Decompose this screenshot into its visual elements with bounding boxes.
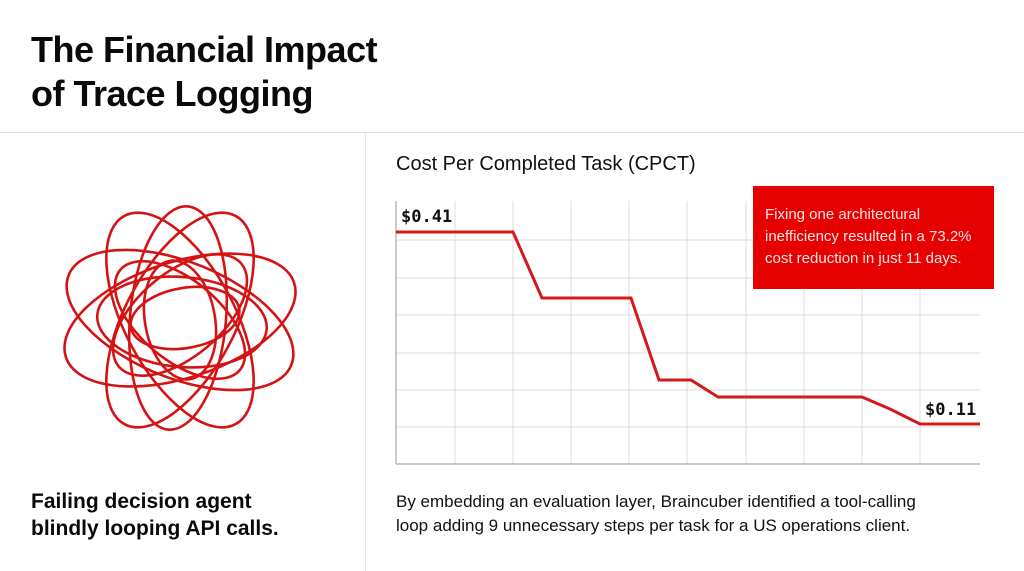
chart-title: Cost Per Completed Task (CPCT): [396, 153, 696, 175]
start-value-label: $0.41: [401, 207, 452, 227]
callout-line-3: cost reduction in just 11 days.: [765, 250, 962, 267]
header-divider: [0, 132, 1024, 133]
end-value-label: $0.11: [925, 400, 976, 420]
left-caption-line-2: blindly looping API calls.: [31, 517, 279, 540]
callout-line-2: inefficiency resulted in a 73.2%: [765, 228, 972, 245]
right-caption: By embedding an evaluation layer, Brainc…: [396, 490, 916, 538]
callout-line-1: Fixing one architectural: [765, 206, 921, 223]
chart-grid: [396, 201, 980, 464]
cpct-series-line: [396, 230, 980, 426]
page-title-line-2: of Trace Logging: [31, 73, 314, 114]
page-title: The Financial Impact of Trace Logging: [31, 28, 378, 116]
page-title-line-1: The Financial Impact: [31, 29, 378, 70]
reduction-callout: Fixing one architectural inefficiency re…: [753, 186, 994, 289]
panel-divider: [365, 133, 366, 571]
chart-axes: [395, 201, 980, 465]
right-caption-line-1: By embedding an evaluation layer, Brainc…: [396, 492, 916, 511]
left-caption: Failing decision agent blindly looping A…: [31, 488, 279, 542]
right-caption-line-2: loop adding 9 unnecessary steps per task…: [396, 516, 911, 535]
tangled-loop-icon: [63, 205, 297, 431]
left-caption-line-1: Failing decision agent: [31, 490, 252, 513]
